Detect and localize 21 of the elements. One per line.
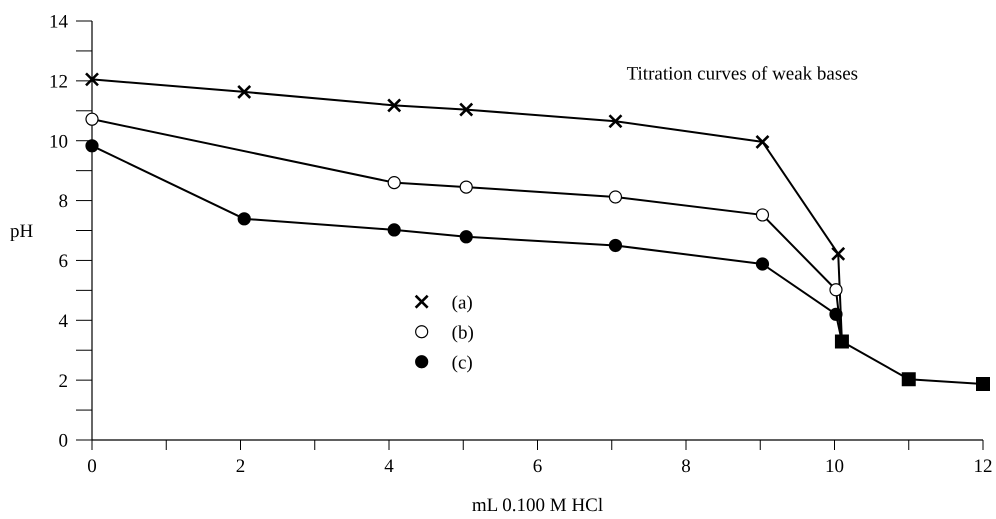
x-tick-label: 2 (236, 456, 246, 477)
x-tick-label: 8 (681, 456, 691, 477)
x-tick-label: 6 (532, 456, 542, 477)
y-tick-label: 0 (58, 430, 68, 452)
x-tick-label: 4 (384, 456, 394, 477)
x-axis-title: mL 0.100 M HCl (472, 495, 604, 516)
y-tick-label: 12 (49, 72, 68, 93)
x-tick-label: 12 (974, 456, 992, 477)
y-tick-label: 14 (49, 12, 68, 33)
x-tick-label: 10 (825, 456, 844, 477)
y-tick-label: 6 (58, 251, 68, 272)
legend-label: (c) (452, 352, 473, 374)
y-tick-label: 4 (58, 310, 68, 332)
y-tick-label: 2 (58, 370, 68, 392)
y-tick-label: 8 (58, 191, 68, 212)
x-tick-label: 0 (87, 456, 97, 477)
legend-label: (b) (452, 322, 474, 344)
y-axis-title: pH (10, 221, 34, 242)
text: Titration curves of weak bases (626, 64, 858, 85)
legend-label: (a) (452, 292, 473, 314)
y-tick-label: 10 (49, 131, 68, 152)
